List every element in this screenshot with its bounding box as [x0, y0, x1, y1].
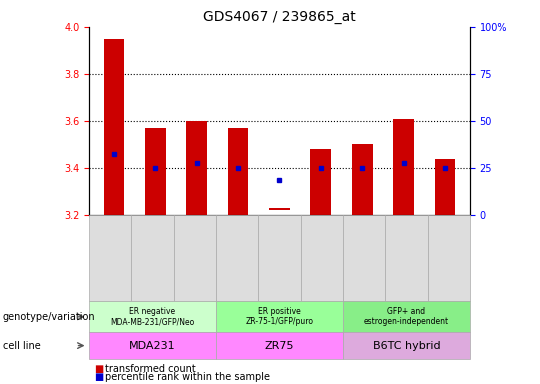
Text: GFP+ and
estrogen-independent: GFP+ and estrogen-independent	[364, 307, 449, 326]
Text: ■: ■	[94, 364, 104, 374]
Text: genotype/variation: genotype/variation	[3, 312, 96, 322]
Text: ER positive
ZR-75-1/GFP/puro: ER positive ZR-75-1/GFP/puro	[246, 307, 313, 326]
Text: ■: ■	[94, 372, 104, 382]
Text: transformed count: transformed count	[105, 364, 196, 374]
Bar	[104, 39, 124, 215]
Bar	[145, 128, 166, 215]
Bar	[228, 128, 248, 215]
Text: B6TC hybrid: B6TC hybrid	[373, 341, 440, 351]
Bar	[310, 149, 331, 215]
Bar	[186, 121, 207, 215]
Bar	[352, 144, 373, 215]
Bar	[393, 119, 414, 215]
Title: GDS4067 / 239865_at: GDS4067 / 239865_at	[203, 10, 356, 25]
Text: percentile rank within the sample: percentile rank within the sample	[105, 372, 271, 382]
Text: ZR75: ZR75	[265, 341, 294, 351]
Bar	[269, 208, 290, 210]
Text: ER negative
MDA-MB-231/GFP/Neo: ER negative MDA-MB-231/GFP/Neo	[110, 307, 195, 326]
Bar	[435, 159, 455, 215]
Text: cell line: cell line	[3, 341, 40, 351]
Text: MDA231: MDA231	[129, 341, 176, 351]
